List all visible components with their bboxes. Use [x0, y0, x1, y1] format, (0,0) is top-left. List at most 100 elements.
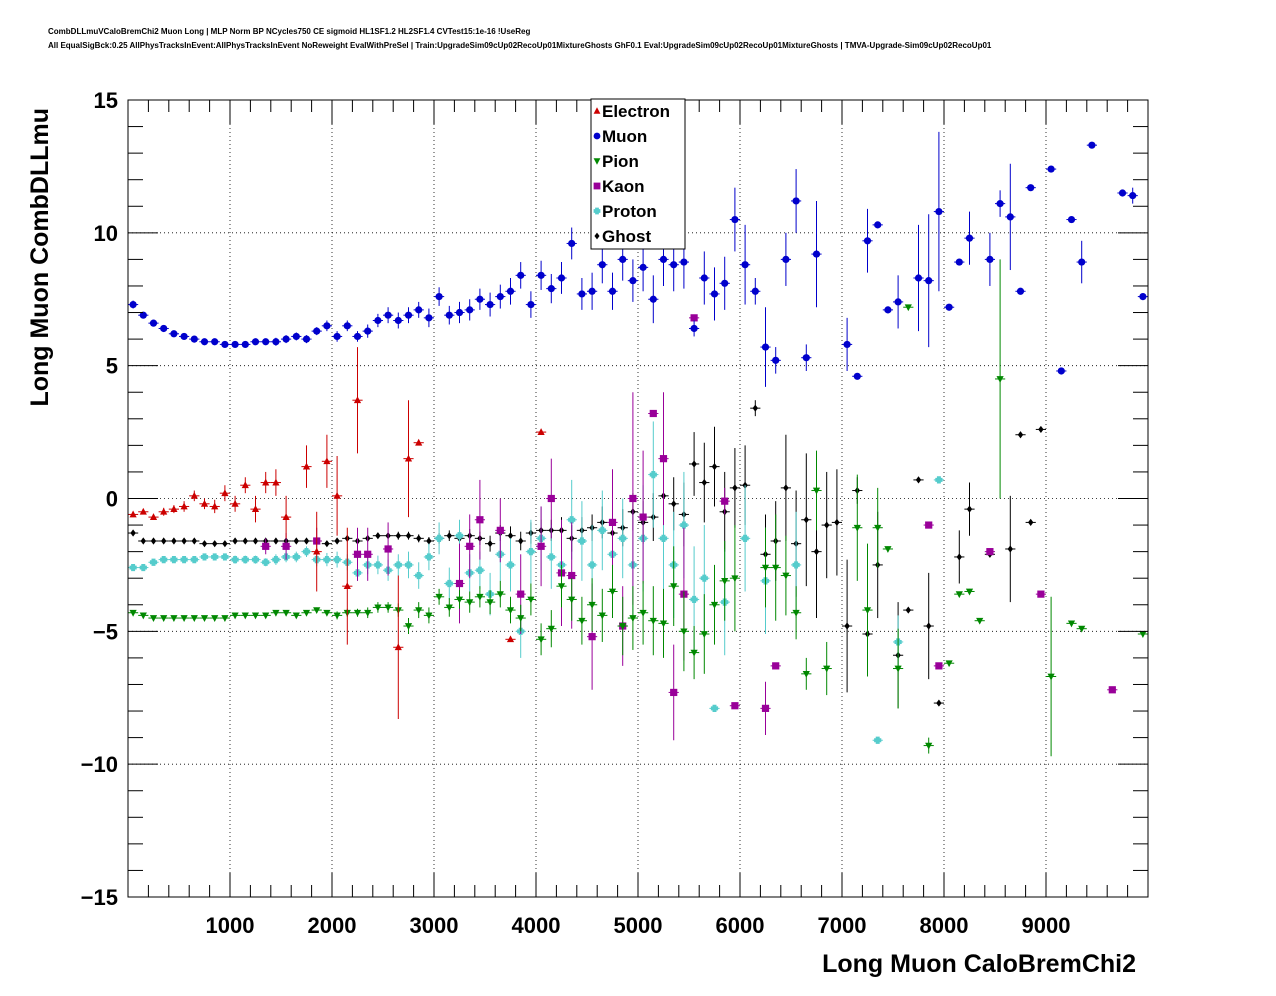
muon-point — [168, 330, 179, 338]
ghost-point — [1005, 495, 1016, 603]
proton-point — [454, 519, 465, 552]
muon-point — [403, 307, 414, 324]
electron-point — [260, 471, 271, 494]
plot-title-line-2: All EqualSigBck:0.25 AllPhysTracksInEven… — [48, 41, 992, 50]
ghost-point — [301, 537, 312, 545]
muon-marker — [680, 258, 688, 266]
kaon-point — [923, 521, 934, 529]
muon-point — [464, 299, 475, 321]
ghost-point — [1015, 431, 1026, 439]
kaon-marker — [364, 550, 372, 558]
series-proton — [128, 421, 944, 744]
kaon-marker — [1108, 686, 1116, 694]
x-tick-label: 9000 — [1022, 913, 1071, 938]
proton-point — [444, 567, 455, 600]
muon-marker — [455, 308, 464, 317]
proton-marker — [251, 556, 260, 564]
kaon-point — [260, 538, 271, 555]
muon-point — [842, 317, 853, 371]
proton-point — [423, 543, 434, 571]
legend-marker-pion — [593, 158, 601, 165]
electron-point — [158, 507, 169, 516]
ghost-marker — [487, 540, 493, 548]
muon-point — [270, 337, 281, 346]
kaon-marker — [731, 702, 739, 710]
muon-point — [719, 256, 730, 310]
kaon-point — [627, 392, 638, 605]
pion-point — [454, 590, 465, 609]
pion-point — [668, 546, 679, 627]
ghost-point — [729, 448, 740, 528]
kaon-point — [729, 702, 740, 710]
pion-marker — [649, 617, 657, 625]
pion-marker — [313, 607, 321, 615]
pion-point — [434, 588, 445, 605]
pion-point — [893, 628, 904, 709]
muon-marker — [568, 239, 576, 248]
kaon-marker — [282, 542, 290, 550]
proton-marker — [160, 556, 168, 564]
muon-marker — [690, 324, 698, 333]
ghost-marker — [426, 537, 432, 545]
electron-point — [332, 455, 343, 536]
muon-point — [913, 224, 924, 332]
pion-marker — [1067, 620, 1076, 628]
ghost-point — [403, 531, 414, 540]
kaon-marker — [517, 590, 525, 598]
pion-marker — [241, 612, 249, 620]
muon-marker — [731, 215, 739, 224]
muon-point — [434, 287, 445, 306]
muon-point — [923, 214, 934, 348]
proton-marker — [241, 556, 249, 564]
muon-marker — [598, 261, 606, 269]
kaon-marker — [384, 545, 392, 553]
ghost-marker — [966, 505, 973, 513]
proton-marker — [415, 571, 423, 580]
kaon-marker — [608, 518, 617, 527]
proton-marker — [506, 561, 515, 569]
legend: Electron Muon Pion Kaon Proton Ghost — [590, 98, 686, 250]
ghost-marker — [324, 540, 330, 548]
pion-marker — [190, 615, 198, 623]
pion-marker — [1047, 673, 1055, 681]
muon-marker — [211, 338, 219, 346]
pion-marker — [619, 623, 627, 630]
muon-marker — [425, 314, 433, 322]
pion-point — [311, 607, 322, 615]
muon-marker — [1016, 287, 1025, 295]
ghost-marker — [161, 537, 167, 545]
proton-marker — [680, 521, 688, 529]
muon-point — [729, 187, 740, 252]
proton-point — [597, 490, 608, 571]
kaon-point — [1107, 686, 1118, 694]
pion-marker — [731, 575, 739, 583]
pion-marker — [894, 665, 902, 673]
proton-marker — [292, 553, 300, 561]
muon-marker — [364, 327, 372, 335]
electron-point — [148, 513, 159, 520]
muon-point — [740, 224, 751, 305]
ghost-marker — [334, 537, 340, 545]
ghost-point — [209, 540, 220, 548]
pion-marker — [486, 599, 494, 607]
x-tick-label: 3000 — [410, 913, 459, 938]
ghost-point — [1035, 425, 1046, 434]
electron-point — [281, 495, 292, 539]
kaon-point — [648, 409, 659, 418]
muon-marker — [231, 340, 239, 349]
ghost-marker — [1038, 425, 1044, 434]
ghost-point — [138, 537, 149, 545]
muon-marker — [221, 340, 229, 349]
electron-marker — [323, 457, 331, 465]
ghost-point — [128, 529, 139, 537]
proton-marker — [598, 526, 606, 534]
kaon-marker — [639, 513, 647, 521]
ghost-marker — [416, 534, 422, 542]
muon-marker — [782, 255, 790, 263]
muon-point — [546, 274, 557, 304]
pion-point — [944, 660, 955, 668]
ghost-marker — [222, 540, 228, 548]
proton-marker — [180, 556, 188, 564]
pion-marker — [425, 612, 433, 620]
kaon-marker — [568, 571, 576, 580]
